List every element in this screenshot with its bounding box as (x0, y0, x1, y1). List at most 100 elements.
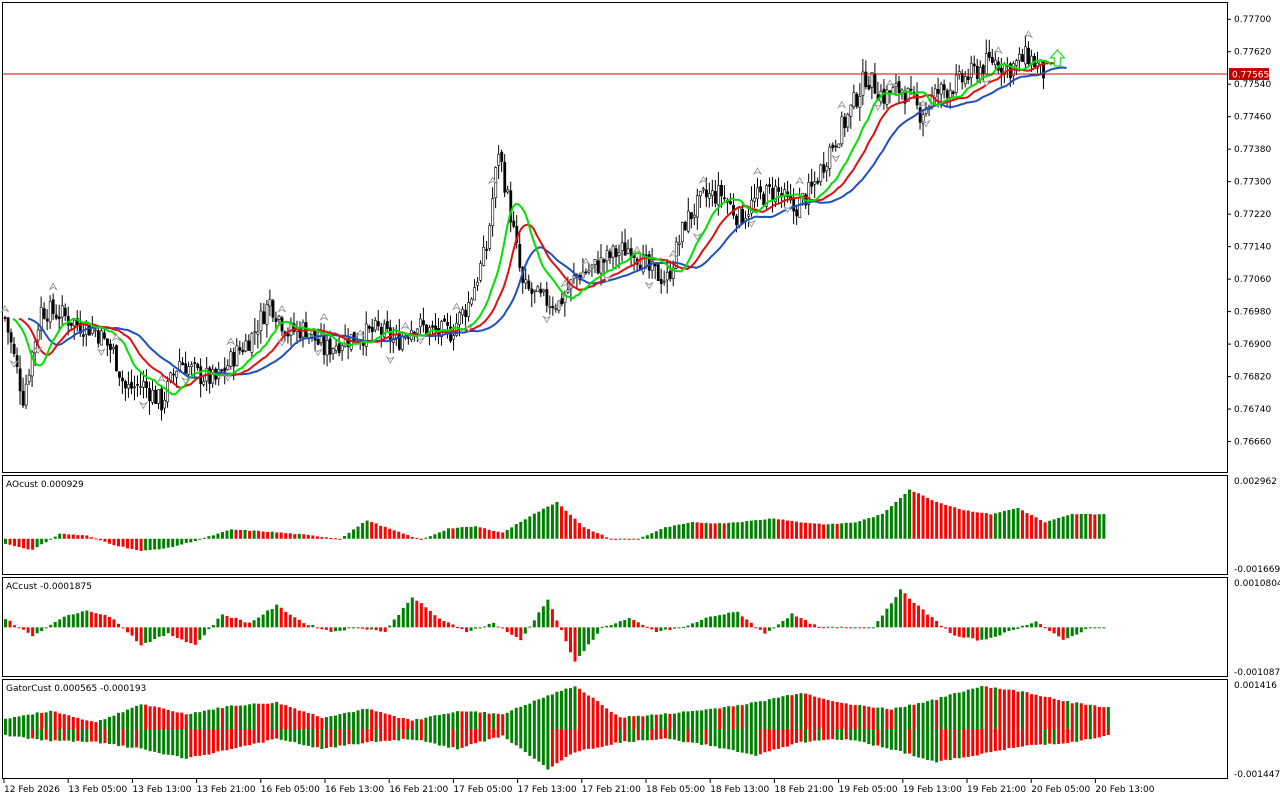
candle[interactable] (370, 318, 374, 343)
candle[interactable] (247, 334, 251, 351)
candle[interactable] (419, 313, 422, 334)
candle[interactable] (196, 362, 200, 371)
candle[interactable] (184, 351, 188, 374)
candle[interactable] (747, 206, 750, 228)
candle[interactable] (723, 185, 726, 202)
candle[interactable] (765, 183, 769, 210)
candle[interactable] (605, 245, 609, 273)
candle[interactable] (229, 348, 233, 370)
candle[interactable] (139, 372, 142, 395)
candle[interactable] (364, 311, 368, 356)
candle[interactable] (467, 291, 471, 322)
candle[interactable] (533, 289, 537, 304)
candle[interactable] (668, 260, 672, 282)
candle[interactable] (614, 244, 618, 270)
candle[interactable] (97, 327, 100, 348)
candle[interactable] (244, 333, 248, 353)
candle[interactable] (852, 84, 856, 110)
candle[interactable] (837, 143, 841, 149)
candle[interactable] (554, 303, 558, 313)
candle[interactable] (145, 369, 148, 398)
candle[interactable] (596, 250, 600, 275)
candle[interactable] (1024, 35, 1027, 72)
ao-histogram[interactable] (4, 489, 1106, 551)
candle[interactable] (6, 316, 10, 345)
teeth-line[interactable] (18, 61, 1058, 389)
candle[interactable] (518, 232, 522, 272)
candle[interactable] (121, 370, 124, 394)
candle[interactable] (60, 295, 64, 327)
candle[interactable] (753, 183, 756, 209)
candle[interactable] (373, 317, 377, 333)
candle[interactable] (692, 203, 696, 226)
candle[interactable] (48, 295, 52, 329)
candle[interactable] (148, 381, 151, 415)
candle[interactable] (268, 289, 272, 317)
candle[interactable] (819, 163, 823, 186)
candle[interactable] (599, 244, 603, 286)
candle[interactable] (825, 162, 829, 182)
candle[interactable] (699, 190, 702, 209)
candle[interactable] (750, 186, 753, 217)
candle[interactable] (810, 168, 814, 195)
candle[interactable] (686, 197, 690, 234)
candle[interactable] (557, 300, 561, 314)
candle[interactable] (479, 260, 483, 283)
candle[interactable] (960, 69, 964, 90)
candle[interactable] (151, 380, 154, 405)
candle[interactable] (211, 364, 215, 388)
candle[interactable] (443, 315, 446, 323)
candle[interactable] (503, 153, 507, 198)
candle[interactable] (855, 92, 859, 109)
gator-histogram[interactable] (4, 685, 1110, 770)
candle[interactable] (202, 377, 206, 387)
candle[interactable] (662, 270, 666, 286)
candle[interactable] (187, 361, 191, 378)
candle[interactable] (695, 188, 699, 230)
candle[interactable] (271, 298, 275, 323)
candle[interactable] (1021, 48, 1024, 62)
candle[interactable] (560, 292, 564, 307)
candle[interactable] (45, 309, 49, 331)
candle[interactable] (262, 303, 266, 325)
main-price-plot[interactable] (0, 30, 1228, 421)
candle[interactable] (689, 212, 693, 229)
candle[interactable] (936, 77, 940, 108)
candle[interactable] (464, 303, 468, 330)
candle[interactable] (816, 177, 820, 185)
candle[interactable] (461, 306, 465, 324)
candle[interactable] (512, 211, 516, 229)
candle[interactable] (708, 182, 711, 208)
candle[interactable] (867, 75, 871, 91)
candle[interactable] (3, 315, 7, 322)
candle[interactable] (702, 186, 705, 194)
candle[interactable] (774, 179, 778, 208)
candle[interactable] (714, 180, 717, 208)
candle[interactable] (975, 58, 979, 84)
candle[interactable] (220, 368, 224, 373)
candle[interactable] (864, 60, 868, 90)
candle[interactable] (115, 344, 118, 372)
candle[interactable] (36, 323, 40, 344)
candle[interactable] (160, 385, 164, 421)
candle[interactable] (711, 179, 714, 207)
candle[interactable] (259, 302, 263, 344)
candle[interactable] (921, 110, 925, 137)
candle[interactable] (969, 55, 973, 86)
candle[interactable] (325, 334, 329, 367)
candle[interactable] (843, 112, 847, 137)
candle[interactable] (385, 310, 389, 332)
candle[interactable] (683, 220, 687, 231)
candle[interactable] (172, 368, 176, 383)
candle[interactable] (106, 338, 109, 357)
candle[interactable] (611, 244, 615, 268)
candle[interactable] (181, 357, 185, 366)
candle[interactable] (277, 314, 281, 325)
candle[interactable] (154, 385, 158, 404)
candle[interactable] (539, 282, 543, 298)
candle[interactable] (593, 259, 597, 274)
candle[interactable] (828, 143, 832, 177)
candle[interactable] (497, 145, 501, 180)
candle[interactable] (656, 263, 660, 282)
candle[interactable] (551, 296, 555, 316)
